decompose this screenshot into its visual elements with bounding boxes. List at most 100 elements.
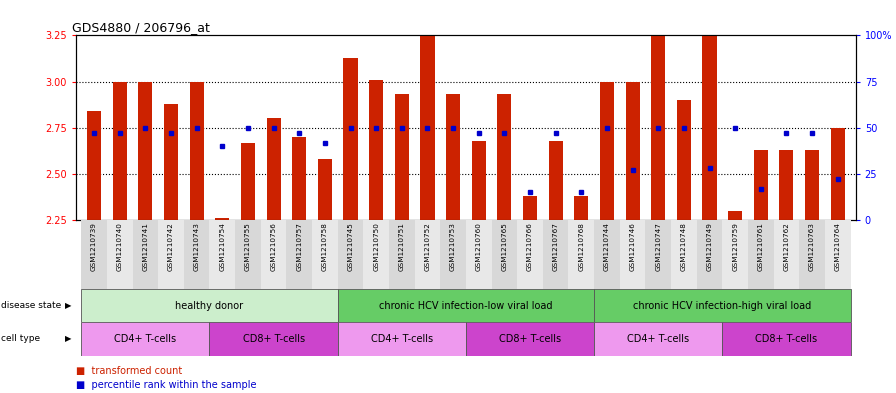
Bar — [748, 220, 773, 289]
Bar — [364, 220, 389, 289]
Bar — [492, 220, 517, 289]
Bar — [82, 220, 107, 289]
Bar — [517, 220, 543, 289]
Bar — [831, 128, 845, 220]
Bar — [113, 82, 127, 220]
Text: ▶: ▶ — [65, 301, 71, 310]
Text: healthy donor: healthy donor — [176, 301, 244, 310]
Bar — [338, 220, 364, 289]
Bar — [825, 220, 850, 289]
Text: GSM1210743: GSM1210743 — [194, 222, 200, 271]
Bar — [82, 289, 338, 322]
Text: CD8+ T-cells: CD8+ T-cells — [243, 334, 305, 344]
Bar — [210, 322, 338, 356]
Bar — [754, 150, 768, 220]
Bar — [728, 211, 742, 220]
Text: GSM1210759: GSM1210759 — [732, 222, 738, 271]
Bar — [574, 196, 589, 220]
Bar — [389, 220, 415, 289]
Bar — [594, 322, 722, 356]
Bar — [446, 94, 461, 220]
Text: ■  percentile rank within the sample: ■ percentile rank within the sample — [76, 380, 256, 390]
Bar — [645, 220, 671, 289]
Bar — [215, 218, 229, 220]
Bar — [722, 322, 850, 356]
Text: GSM1210761: GSM1210761 — [758, 222, 763, 271]
Bar — [594, 220, 620, 289]
Text: GSM1210748: GSM1210748 — [681, 222, 687, 271]
Text: GSM1210754: GSM1210754 — [220, 222, 225, 271]
Text: ■  transformed count: ■ transformed count — [76, 366, 183, 376]
Bar — [266, 119, 280, 220]
Bar — [369, 80, 383, 220]
Bar — [190, 82, 203, 220]
Text: GSM1210765: GSM1210765 — [502, 222, 507, 271]
Bar — [497, 94, 512, 220]
Bar — [292, 137, 306, 220]
Bar — [805, 150, 819, 220]
Text: GSM1210747: GSM1210747 — [655, 222, 661, 271]
Text: GSM1210764: GSM1210764 — [835, 222, 840, 271]
Text: GSM1210767: GSM1210767 — [553, 222, 559, 271]
Bar — [312, 220, 338, 289]
Bar — [440, 220, 466, 289]
Bar — [594, 289, 850, 322]
Bar — [471, 141, 486, 220]
Text: GSM1210749: GSM1210749 — [707, 222, 712, 271]
Bar — [799, 220, 825, 289]
Text: GSM1210763: GSM1210763 — [809, 222, 815, 271]
Bar — [671, 220, 697, 289]
Text: GSM1210739: GSM1210739 — [91, 222, 97, 271]
Text: GSM1210760: GSM1210760 — [476, 222, 482, 271]
Bar — [780, 150, 794, 220]
Text: disease state: disease state — [1, 301, 61, 310]
Text: GSM1210745: GSM1210745 — [348, 222, 354, 271]
Bar — [420, 35, 435, 220]
Bar — [184, 220, 210, 289]
Text: GSM1210756: GSM1210756 — [271, 222, 277, 271]
Bar — [338, 322, 466, 356]
Bar — [415, 220, 440, 289]
Text: ▶: ▶ — [65, 334, 71, 343]
Bar — [773, 220, 799, 289]
Bar — [138, 82, 152, 220]
Text: CD8+ T-cells: CD8+ T-cells — [755, 334, 817, 344]
Bar — [625, 82, 640, 220]
Bar — [395, 94, 409, 220]
Bar — [697, 220, 722, 289]
Bar — [241, 143, 255, 220]
Text: GSM1210740: GSM1210740 — [116, 222, 123, 271]
Bar — [676, 100, 691, 220]
Bar — [651, 35, 666, 220]
Text: GSM1210746: GSM1210746 — [630, 222, 635, 271]
Bar — [568, 220, 594, 289]
Text: CD4+ T-cells: CD4+ T-cells — [371, 334, 433, 344]
Bar — [722, 220, 748, 289]
Text: GSM1210752: GSM1210752 — [425, 222, 430, 271]
Text: GSM1210762: GSM1210762 — [783, 222, 789, 271]
Bar — [620, 220, 645, 289]
Bar — [548, 141, 563, 220]
Bar — [235, 220, 261, 289]
Text: cell type: cell type — [1, 334, 40, 343]
Bar — [543, 220, 568, 289]
Text: GSM1210751: GSM1210751 — [399, 222, 405, 271]
Bar — [466, 220, 492, 289]
Text: GSM1210766: GSM1210766 — [527, 222, 533, 271]
Text: chronic HCV infection-high viral load: chronic HCV infection-high viral load — [633, 301, 812, 310]
Bar — [261, 220, 287, 289]
Text: GSM1210768: GSM1210768 — [578, 222, 584, 271]
Bar — [523, 196, 537, 220]
Bar — [343, 57, 358, 220]
Text: GSM1210742: GSM1210742 — [168, 222, 174, 271]
Bar — [82, 322, 210, 356]
Text: CD8+ T-cells: CD8+ T-cells — [499, 334, 561, 344]
Bar — [338, 289, 594, 322]
Bar — [107, 220, 133, 289]
Bar — [87, 111, 101, 220]
Bar — [210, 220, 235, 289]
Text: GSM1210750: GSM1210750 — [373, 222, 379, 271]
Bar — [600, 82, 614, 220]
Bar — [287, 220, 312, 289]
Bar — [466, 322, 594, 356]
